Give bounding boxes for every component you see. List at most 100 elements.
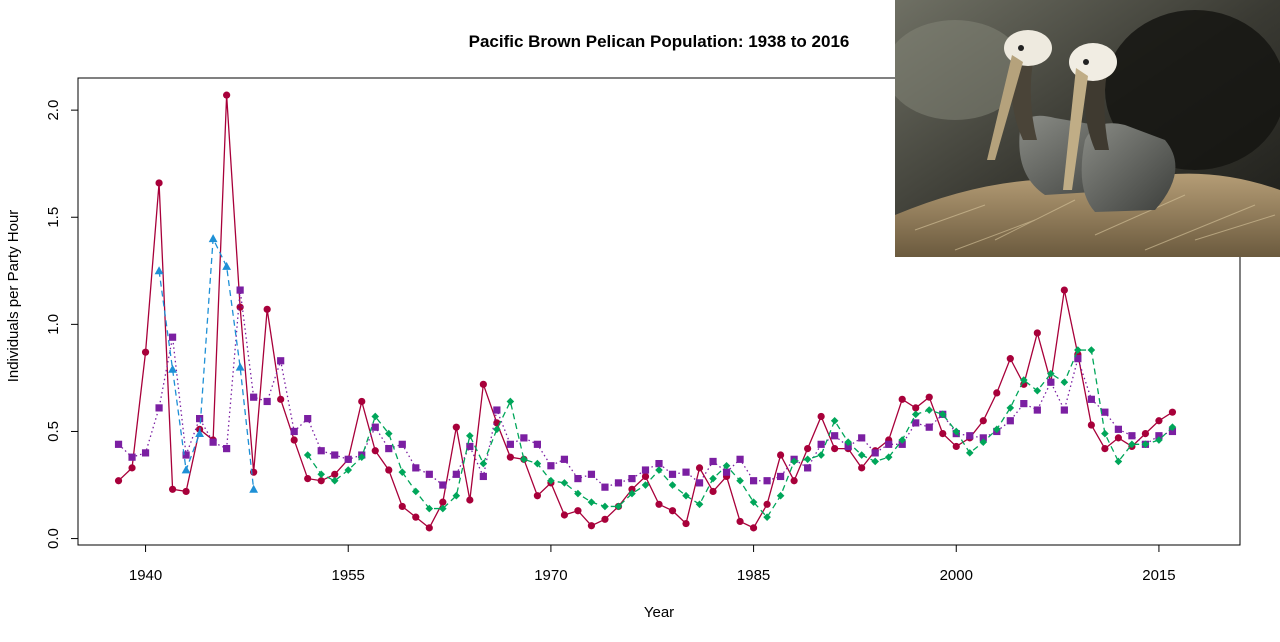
data-point [1033, 386, 1042, 395]
data-point [858, 434, 866, 442]
chart-title: Pacific Brown Pelican Population: 1938 t… [469, 32, 850, 51]
data-point [628, 485, 636, 493]
data-point [1141, 440, 1150, 449]
axes: 1940 1955 1970 1985 2000 2015 0.0 0.5 1.0 1.5 2.0 [45, 100, 1176, 584]
series-4 [154, 234, 259, 493]
data-point [182, 451, 190, 459]
data-point [749, 477, 758, 485]
data-point [344, 455, 352, 463]
data-point [1168, 427, 1177, 436]
data-point [1155, 417, 1163, 425]
x-tick-label: 1940 [129, 567, 162, 584]
data-point [209, 438, 217, 446]
data-point [371, 412, 380, 421]
data-point [479, 459, 488, 468]
data-point [277, 357, 285, 365]
data-point [992, 425, 1001, 434]
data-point [1033, 329, 1041, 337]
data-point [1060, 406, 1068, 414]
y-tick-label: 0.0 [45, 528, 62, 549]
data-point [844, 442, 852, 451]
x-tick-label: 1970 [534, 567, 567, 584]
data-point [736, 476, 744, 485]
data-point [871, 449, 879, 457]
data-point [641, 472, 650, 481]
data-point [466, 496, 474, 504]
data-point [1033, 406, 1041, 414]
data-point [695, 479, 704, 487]
data-point [1006, 417, 1014, 425]
data-point [317, 447, 325, 455]
data-point [601, 483, 609, 491]
data-point [506, 453, 514, 461]
data-point [925, 423, 933, 431]
data-point [412, 464, 420, 472]
data-point [223, 91, 231, 99]
data-point [425, 524, 433, 532]
data-point [1155, 432, 1163, 440]
data-point [439, 498, 447, 506]
y-tick-label: 1.0 [45, 314, 62, 335]
data-point [790, 477, 798, 485]
series-line [307, 349, 1173, 519]
data-point [776, 491, 785, 500]
data-point [668, 507, 677, 515]
data-point [250, 393, 258, 401]
y-tick-label: 0.5 [45, 421, 62, 442]
data-point [114, 440, 123, 448]
data-point [668, 481, 677, 489]
data-point [236, 286, 244, 294]
data-point [425, 470, 433, 478]
data-point [439, 481, 447, 489]
data-point [844, 438, 852, 446]
data-point [979, 417, 987, 425]
data-point [601, 515, 609, 523]
x-tick-label: 1985 [737, 567, 770, 584]
data-point [168, 364, 177, 373]
data-point [1141, 430, 1150, 438]
data-point [398, 440, 406, 448]
data-point [1020, 376, 1028, 384]
data-point [938, 410, 947, 419]
data-point [317, 477, 325, 485]
data-point [574, 507, 582, 515]
data-point [128, 464, 136, 472]
data-point [452, 470, 460, 478]
data-point [560, 511, 569, 519]
data-point [682, 519, 690, 528]
data-point [830, 416, 839, 425]
data-point [304, 415, 312, 423]
data-point [655, 500, 663, 508]
data-point [533, 492, 541, 500]
data-point [709, 487, 717, 496]
data-point [520, 434, 528, 442]
data-point [614, 502, 623, 511]
data-point [587, 470, 596, 478]
data-point [668, 470, 677, 478]
series-line [118, 289, 1173, 488]
data-point [384, 429, 393, 438]
x-axis-label: Year [644, 604, 674, 621]
data-point [114, 477, 123, 485]
data-point [344, 466, 353, 474]
x-tick-label: 2000 [940, 567, 973, 584]
data-point [479, 472, 487, 481]
data-point [1087, 346, 1096, 354]
data-point [560, 455, 569, 463]
data-point [857, 451, 866, 459]
data-point [979, 438, 988, 446]
data-point [1020, 400, 1028, 408]
data-point [682, 491, 690, 500]
data-point [398, 468, 407, 476]
series-3 [303, 346, 1177, 521]
data-point [831, 432, 839, 440]
data-point [330, 476, 339, 485]
data-point [628, 474, 636, 483]
data-point [614, 479, 623, 487]
data-point [898, 395, 906, 403]
data-point [871, 457, 879, 466]
data-point [466, 431, 474, 440]
data-point [304, 474, 312, 483]
data-point [560, 479, 569, 487]
data-point [722, 461, 731, 470]
